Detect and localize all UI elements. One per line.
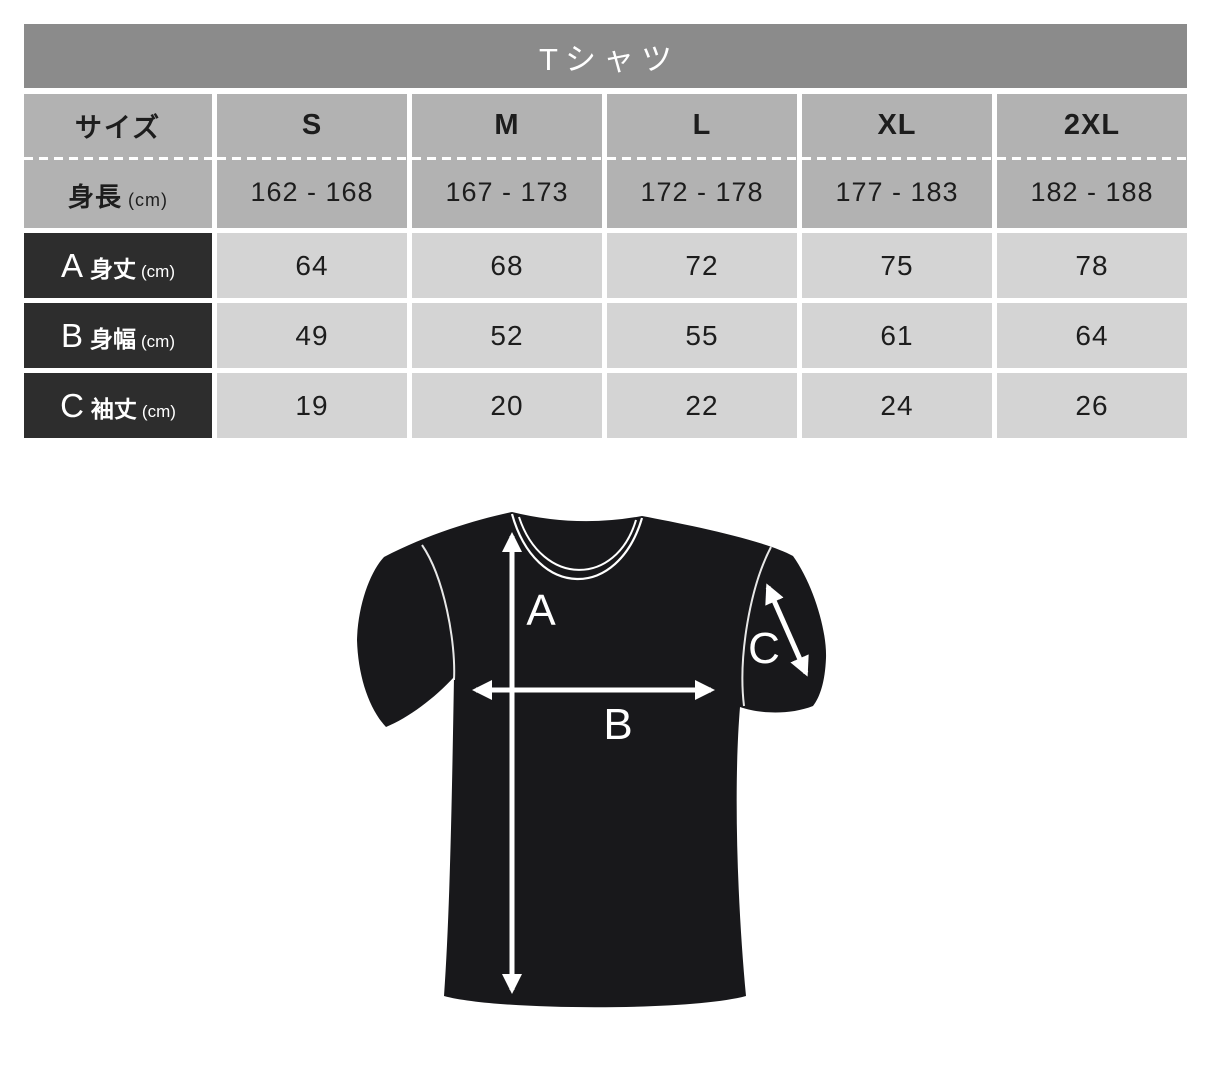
label-b: B: [603, 700, 632, 749]
size-chart: Tシャツ サイズ 身長 (cm) S 162 - 168 M 167 - 173…: [24, 24, 1187, 438]
size-name: XL: [877, 109, 917, 141]
label-a: A: [526, 586, 556, 635]
table-title: Tシャツ: [539, 41, 679, 77]
table-cell: 78: [997, 233, 1187, 298]
header-cell-corner: サイズ 身長 (cm): [24, 94, 212, 228]
size-name: S: [301, 109, 323, 141]
dashed-divider: [997, 157, 1187, 160]
left-sleeve-seam: [421, 544, 456, 681]
table-cell: 75: [802, 233, 992, 298]
size-name: L: [692, 109, 712, 141]
table-cell: 20: [412, 373, 602, 438]
height-row-label: 身長 (cm): [68, 182, 168, 212]
label-c: C: [748, 624, 780, 673]
header-cell-l: L 172 - 178: [607, 94, 797, 228]
height-range: 162 - 168: [250, 177, 374, 207]
dashed-divider: [607, 157, 797, 160]
tshirt-diagram: A B C: [340, 492, 840, 1042]
table-cell: 68: [412, 233, 602, 298]
dashed-divider: [412, 157, 602, 160]
table-cell: 49: [217, 303, 407, 368]
size-name: M: [494, 109, 520, 141]
table-cell: 61: [802, 303, 992, 368]
table-cell: 22: [607, 373, 797, 438]
size-table: サイズ 身長 (cm) S 162 - 168 M 167 - 173 L 17…: [24, 94, 1187, 438]
table-cell: 64: [217, 233, 407, 298]
dashed-divider: [24, 157, 212, 160]
dashed-divider: [217, 157, 407, 160]
table-title-bar: Tシャツ: [24, 24, 1187, 88]
header-cell-xl: XL 177 - 183: [802, 94, 992, 228]
height-range: 167 - 173: [445, 177, 569, 207]
row-label-c: C 袖丈 (cm): [24, 373, 212, 438]
size-name: 2XL: [1063, 109, 1121, 141]
table-cell: 72: [607, 233, 797, 298]
arrow-c-sleeve-length: [765, 583, 809, 677]
table-cell: 64: [997, 303, 1187, 368]
table-cell: 26: [997, 373, 1187, 438]
height-range: 172 - 178: [640, 177, 764, 207]
tshirt-silhouette: [357, 512, 827, 1008]
table-cell: 55: [607, 303, 797, 368]
row-label-b: B 身幅 (cm): [24, 303, 212, 368]
header-cell-s: S 162 - 168: [217, 94, 407, 228]
table-cell: 52: [412, 303, 602, 368]
collar-outer-line: [510, 513, 644, 580]
header-cell-2xl: 2XL 182 - 188: [997, 94, 1187, 228]
table-cell: 19: [217, 373, 407, 438]
corner-label: サイズ: [74, 113, 162, 143]
header-cell-m: M 167 - 173: [412, 94, 602, 228]
collar-inner-line: [518, 516, 637, 571]
table-cell: 24: [802, 373, 992, 438]
height-range: 182 - 188: [1030, 177, 1154, 207]
height-range: 177 - 183: [835, 177, 959, 207]
right-sleeve-seam: [741, 546, 772, 707]
row-label-a: A 身丈 (cm): [24, 233, 212, 298]
dashed-divider: [802, 157, 992, 160]
